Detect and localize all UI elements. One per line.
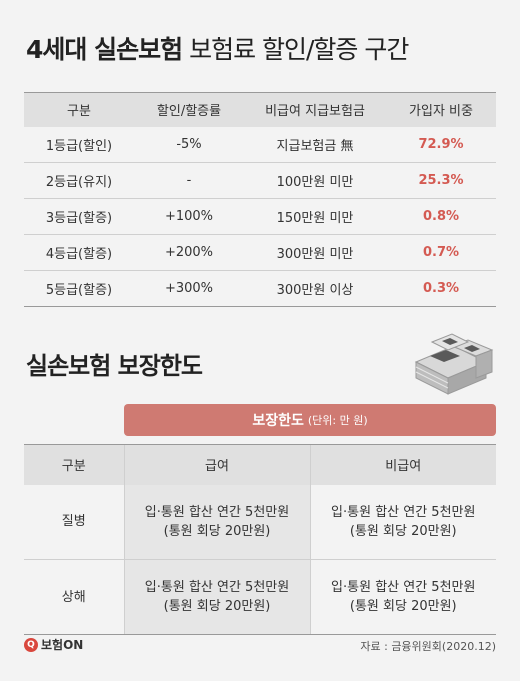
grade-cell: 5등급(할증)	[24, 270, 134, 307]
category-cell: 질병	[24, 484, 124, 560]
banner-label: 보장한도	[252, 413, 304, 429]
covered-line1: 입·통원 합산 연간 5천만원	[144, 504, 290, 520]
table-row: 5등급(할증) +300% 300만원 이상 0.3%	[24, 270, 496, 307]
share-cell: 25.3%	[386, 162, 496, 199]
claim-cell: 300만원 미만	[244, 234, 386, 271]
coverage-title: 실손보험 보장한도	[26, 352, 203, 380]
money-stack-icon	[414, 333, 494, 395]
noncovered-cell: 입·통원 합산 연간 5천만원 (통원 회당 20만원)	[309, 484, 496, 560]
claim-cell: 지급보험금 無	[244, 126, 386, 163]
noncovered-line1: 입·통원 합산 연간 5천만원	[331, 580, 476, 595]
table-row: 질병 입·통원 합산 연간 5천만원 (통원 회당 20만원) 입·통원 합산 …	[24, 484, 496, 560]
covered-line2: (통원 회당 20만원)	[163, 523, 271, 539]
source-note: 자료 : 금융위원회(2020.12)	[360, 640, 496, 653]
main-title: 4세대 실손보험 보험료 할인/할증 구간	[26, 30, 409, 66]
coverage-table-header: 구분 급여 비급여	[24, 444, 496, 485]
noncovered-line1: 입·통원 합산 연간 5천만원	[331, 504, 476, 520]
grade-cell: 2등급(유지)	[24, 162, 134, 199]
share-cell: 0.7%	[386, 234, 496, 271]
share-cell: 72.9%	[386, 126, 496, 163]
main-title-light: 보험료 할인/할증 구간	[189, 35, 409, 64]
noncovered-line2: (통원 회당 20만원)	[349, 523, 457, 539]
noncovered-line2: (통원 회당 20만원)	[349, 599, 457, 614]
share-cell: 0.3%	[386, 270, 496, 307]
claim-cell: 300만원 이상	[244, 270, 386, 307]
table-row: 4등급(할증) +200% 300만원 미만 0.7%	[24, 234, 496, 271]
claim-cell: 100만원 미만	[244, 162, 386, 199]
rate-cell: +200%	[134, 234, 244, 271]
main-title-bold: 4세대 실손보험	[26, 35, 183, 64]
col-header: 비급여	[309, 444, 496, 485]
rate-cell: -5%	[134, 126, 244, 163]
covered-cell: 입·통원 합산 연간 5천만원 (통원 회당 20만원)	[123, 484, 310, 560]
table-row: 1등급(할인) -5% 지급보험금 無 72.9%	[24, 126, 496, 163]
col-header: 비급여 지급보험금	[244, 92, 386, 127]
col-header: 가입자 비중	[386, 92, 496, 127]
grade-cell: 3등급(할증)	[24, 198, 134, 235]
grade-cell: 4등급(할증)	[24, 234, 134, 271]
col-header: 급여	[123, 444, 310, 485]
coverage-table: 구분 급여 비급여 질병 입·통원 합산 연간 5천만원 (통원 회당 20만원…	[24, 444, 496, 635]
premium-table-header: 구분 할인/할증률 비급여 지급보험금 가입자 비중	[24, 92, 496, 127]
logo-mark-icon: Q	[24, 637, 38, 652]
rate-cell: -	[134, 162, 244, 199]
noncovered-cell: 입·통원 합산 연간 5천만원 (통원 회당 20만원)	[309, 559, 496, 635]
covered-line2: (통원 회당 20만원)	[163, 599, 271, 614]
table-row: 2등급(유지) - 100만원 미만 25.3%	[24, 162, 496, 199]
coverage-banner: 보장한도 (단위: 만 원)	[124, 404, 496, 436]
col-header: 할인/할증률	[134, 92, 244, 127]
grade-cell: 1등급(할인)	[24, 126, 134, 163]
premium-table: 구분 할인/할증률 비급여 지급보험금 가입자 비중 1등급(할인) -5% 지…	[24, 92, 496, 307]
share-cell: 0.8%	[386, 198, 496, 235]
category-cell: 상해	[24, 559, 124, 635]
claim-cell: 150만원 미만	[244, 198, 386, 235]
rate-cell: +100%	[134, 198, 244, 235]
rate-cell: +300%	[134, 270, 244, 307]
brand-logo: Q 보험ON	[24, 636, 83, 653]
logo-text: 보험ON	[41, 638, 84, 652]
covered-cell: 입·통원 합산 연간 5천만원 (통원 회당 20만원)	[123, 559, 310, 635]
banner-unit: (단위: 만 원)	[307, 414, 368, 427]
table-row: 3등급(할증) +100% 150만원 미만 0.8%	[24, 198, 496, 235]
col-header: 구분	[24, 92, 134, 127]
table-row: 상해 입·통원 합산 연간 5천만원 (통원 회당 20만원) 입·통원 합산 …	[24, 559, 496, 635]
col-header: 구분	[24, 444, 124, 485]
covered-line1: 입·통원 합산 연간 5천만원	[144, 580, 290, 595]
